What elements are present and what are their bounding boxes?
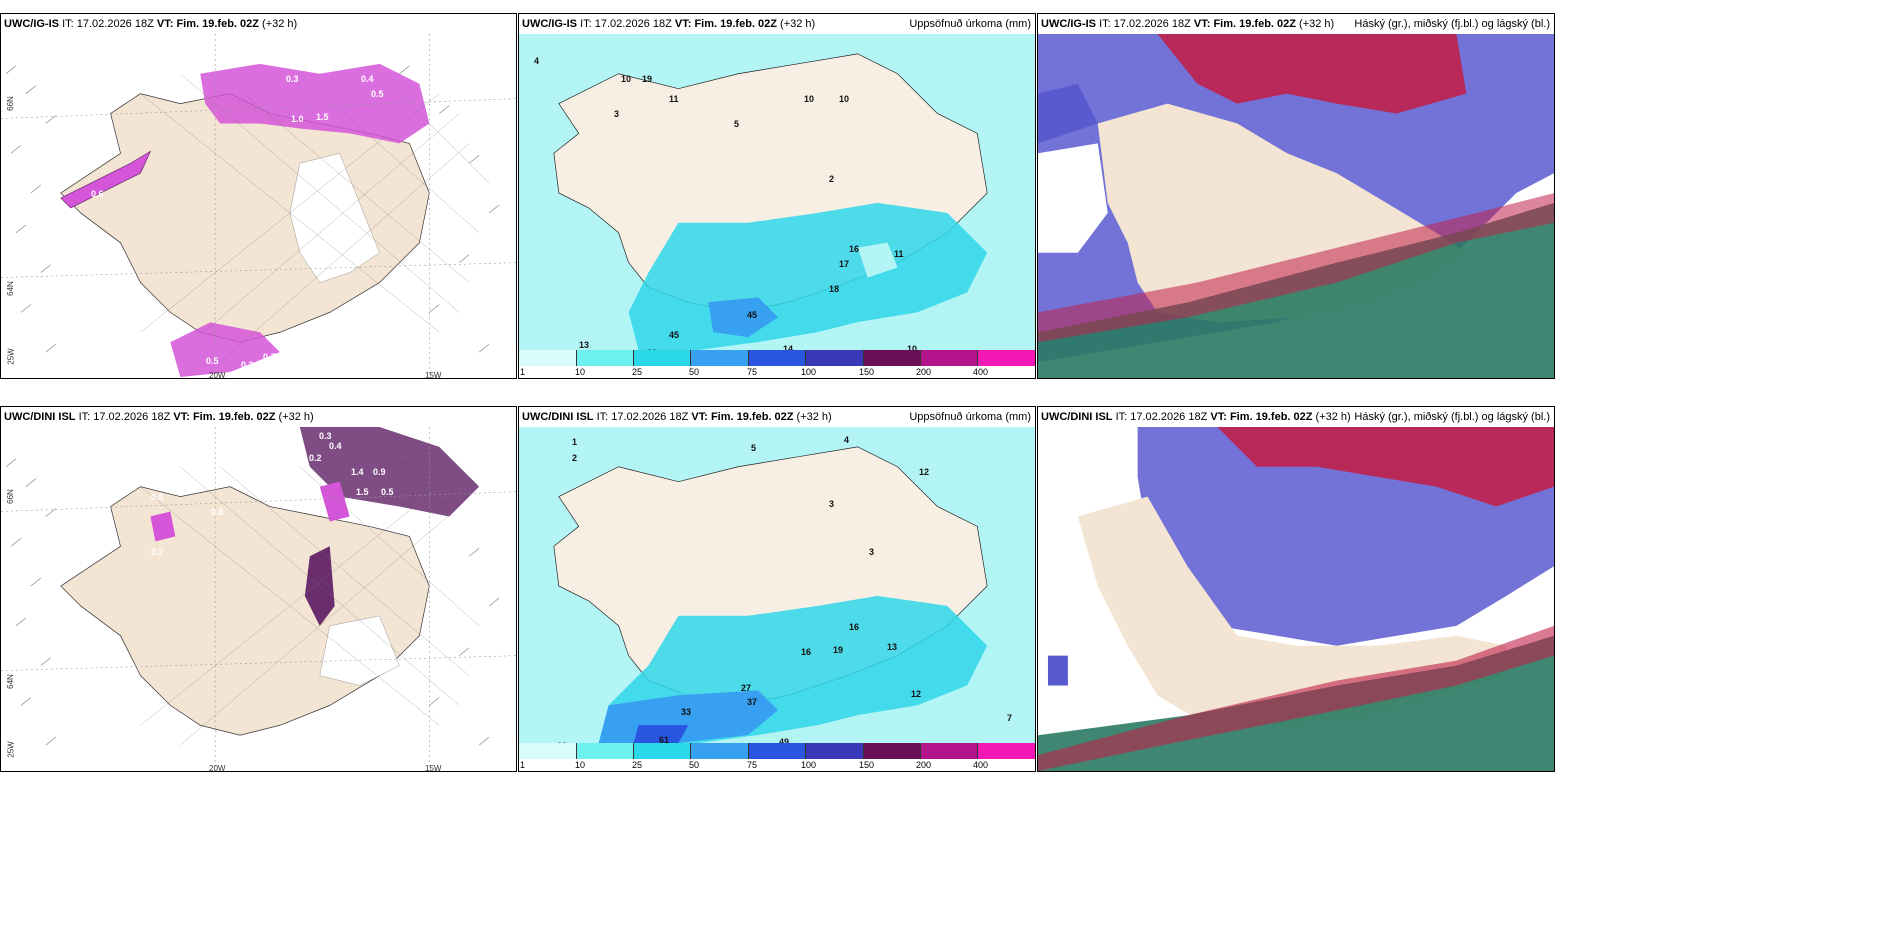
snow-value: 0.5 [381, 487, 394, 497]
precip-value: 4 [844, 435, 850, 445]
cloud-map[interactable] [1038, 34, 1554, 378]
precip-value: 2 [572, 453, 578, 463]
precip-value: 2 [829, 174, 835, 184]
snow-value: 0.9 [373, 467, 386, 477]
precip-value: 5 [734, 119, 740, 129]
lat-label: 64N [5, 674, 15, 689]
snow-value: 0.6 [91, 189, 104, 199]
precip-value: 33 [681, 707, 692, 717]
precip-map[interactable]: 4 10 19 3 11 5 10 10 2 17 16 11 18 45 45… [519, 34, 1035, 358]
precip-colorbar: 1 10 25 50 75 100 150 200 400 [519, 350, 1035, 378]
precip-value: 45 [747, 310, 758, 320]
precip-value: 37 [747, 697, 758, 707]
panel-header: UWC/IG-IS IT: 17.02.2026 18Z VT: Fim. 19… [1041, 18, 1550, 30]
snow-value: 1.4 [351, 467, 364, 477]
snow-value: 0.2 [151, 547, 164, 557]
precip-value: 11 [669, 94, 679, 104]
precip-value: 7 [1007, 713, 1013, 723]
panel-header: UWC/DINI ISL IT: 17.02.2026 18Z VT: Fim.… [522, 411, 1031, 423]
panel-cloud-row1: UWC/IG-IS IT: 17.02.2026 18Z VT: Fim. 19… [1037, 13, 1555, 379]
panel-header: UWC/DINI ISL IT: 17.02.2026 18Z VT: Fim.… [1041, 411, 1550, 423]
precip-value: 5 [751, 443, 757, 453]
precip-value: 27 [741, 683, 752, 693]
wind-snow-map[interactable]: 66N 64N 25W 20W 15W 0.3 0.4 0.2 1.4 1.5 … [1, 427, 516, 771]
lat-label: 66N [5, 96, 15, 111]
snow-value: 1.5 [356, 487, 369, 497]
precip-value: 19 [833, 645, 844, 655]
precip-value: 10 [621, 74, 632, 84]
snow-value: 0.3 [286, 74, 299, 84]
panel-header: UWC/DINI ISL IT: 17.02.2026 18Z VT: Fim.… [4, 411, 314, 423]
panel-cloud-row2: UWC/DINI ISL IT: 17.02.2026 18Z VT: Fim.… [1037, 406, 1555, 772]
precip-value: 12 [911, 689, 922, 699]
precip-value: 19 [642, 74, 653, 84]
snow-value: 0.4 [329, 441, 342, 451]
precip-value: 10 [804, 94, 815, 104]
snow-value: 0.3 [236, 46, 249, 56]
precip-map[interactable]: 1 2 5 4 3 12 3 16 16 19 13 12 27 37 33 6… [519, 427, 1035, 751]
snow-value: 0.5 [151, 492, 164, 502]
precip-value: 14 [783, 344, 794, 354]
lon-label: 20W [209, 764, 226, 772]
precip-value: 16 [801, 647, 812, 657]
snow-value: 1.0 [291, 114, 304, 124]
precip-value: 10 [907, 344, 918, 354]
precip-value: 13 [579, 340, 590, 350]
panel-header: UWC/IG-IS IT: 17.02.2026 18Z VT: Fim. 19… [4, 18, 298, 30]
precip-value: 3 [829, 499, 835, 509]
precip-value: 17 [839, 259, 850, 269]
wind-snow-map[interactable]: 66N 64N 25W 20W 15W 0.3 0.3 0.3 0.4 0.5 … [1, 34, 516, 378]
snow-value: 0.3 [276, 52, 289, 62]
precip-value: 10 [839, 94, 850, 104]
snow-value: 0.7 [263, 352, 276, 362]
precip-value: 61 [659, 735, 670, 745]
snow-value: 0.3 [319, 431, 332, 441]
precip-value: 49 [779, 737, 790, 747]
lon-label: 15W [425, 764, 442, 772]
panel-header: UWC/IG-IS IT: 17.02.2026 18Z VT: Fim. 19… [522, 18, 1031, 30]
snow-value: 0.5 [331, 224, 344, 234]
precip-value: 18 [829, 284, 840, 294]
precip-value: 12 [919, 467, 930, 477]
precip-value: 3 [614, 109, 620, 119]
precip-value: 1 [572, 437, 578, 447]
precip-value: 13 [887, 642, 898, 652]
panel-wind-snow-row2: UWC/DINI ISL IT: 17.02.2026 18Z VT: Fim.… [0, 406, 517, 772]
snow-value: 0.6 [211, 507, 224, 517]
precip-value: 3 [869, 547, 875, 557]
snow-value: 0.2 [309, 453, 322, 463]
snow-value: 1.5 [316, 112, 329, 122]
snow-value: 0.5 [206, 356, 219, 366]
panel-precip-row1: UWC/IG-IS IT: 17.02.2026 18Z VT: Fim. 19… [518, 13, 1036, 379]
precip-value: 4 [534, 56, 540, 66]
snow-value: 0.5 [371, 89, 384, 99]
lat-label: 25W [6, 741, 16, 758]
precip-value: 16 [849, 244, 860, 254]
panel-precip-row2: UWC/DINI ISL IT: 17.02.2026 18Z VT: Fim.… [518, 406, 1036, 772]
precip-value: 16 [849, 622, 860, 632]
lat-label: 66N [5, 489, 15, 504]
lat-label: 64N [5, 281, 15, 296]
precip-value: 11 [894, 249, 904, 259]
panel-wind-snow-row1: UWC/IG-IS IT: 17.02.2026 18Z VT: Fim. 19… [0, 13, 517, 379]
snow-value: 0.4 [361, 74, 374, 84]
precip-colorbar: 1 10 25 50 75 100 150 200 400 [519, 743, 1035, 771]
precip-value: 45 [669, 330, 680, 340]
lat-label: 25W [6, 348, 16, 365]
lon-label: 20W [209, 371, 226, 379]
lon-label: 15W [425, 371, 442, 379]
cloud-map[interactable] [1038, 427, 1554, 771]
snow-value: 0.3 [241, 360, 254, 370]
